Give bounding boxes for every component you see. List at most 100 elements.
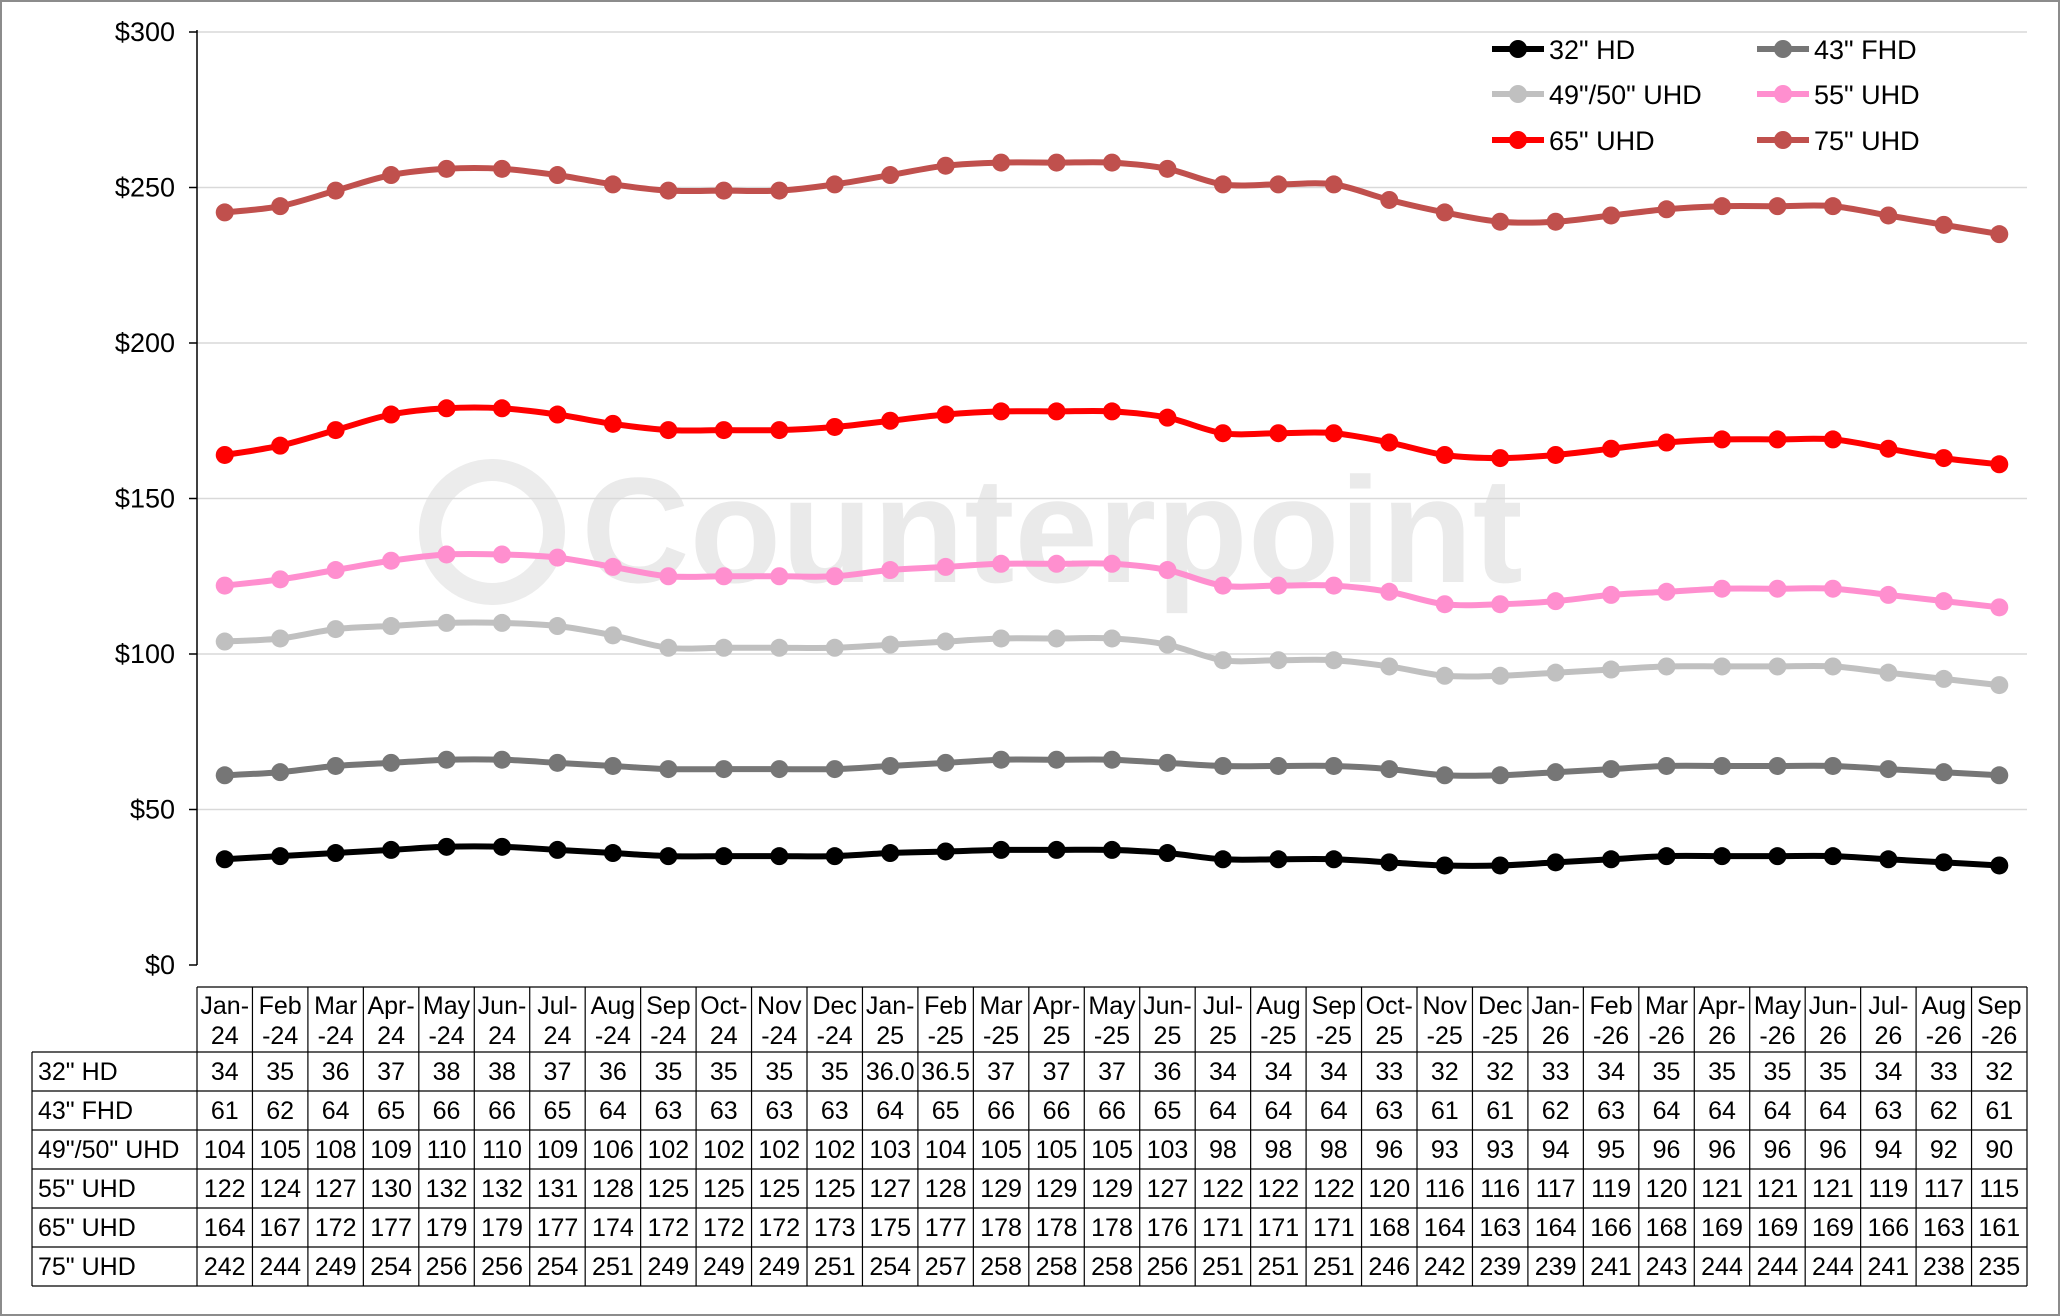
data-label: 169 (1757, 1214, 1799, 1242)
data-point (1380, 190, 1399, 209)
data-point (1103, 153, 1121, 172)
data-point (326, 181, 345, 200)
data-point (271, 197, 290, 216)
legend-label: 43" FHD (1814, 35, 1917, 65)
data-point (1657, 433, 1676, 452)
x-category-label: May-25 (1088, 992, 1136, 1050)
data-label: 130 (370, 1175, 412, 1203)
data-point (714, 421, 733, 440)
data-label: 129 (980, 1175, 1022, 1203)
data-label: 179 (426, 1214, 468, 1242)
data-label: 34 (211, 1058, 239, 1086)
data-label: 258 (1091, 1253, 1133, 1281)
data-point (382, 753, 401, 772)
data-point (1324, 576, 1343, 595)
data-label: 169 (1701, 1214, 1743, 1242)
data-point (1879, 760, 1898, 779)
data-point (1491, 766, 1510, 785)
data-point (437, 750, 456, 769)
data-label: 66 (488, 1097, 516, 1125)
x-category-line1: Apr- (1033, 992, 1080, 1020)
data-point (1491, 666, 1510, 685)
x-category-line1: Jun- (1809, 992, 1858, 1020)
data-point (548, 405, 567, 424)
data-point (825, 567, 844, 586)
x-category-line2: 24 (211, 1022, 239, 1050)
data-point (659, 847, 678, 866)
x-category-line2: 25 (1375, 1022, 1403, 1050)
data-point (326, 561, 345, 580)
data-label: 251 (1202, 1253, 1244, 1281)
data-label: 125 (648, 1175, 690, 1203)
legend-item-32-hd: 32" HD (1492, 35, 1635, 65)
data-label: 254 (370, 1253, 412, 1281)
data-point (881, 411, 900, 430)
x-category-line2: 26 (1542, 1022, 1570, 1050)
data-label: 243 (1646, 1253, 1688, 1281)
x-category-line2: -26 (1593, 1022, 1629, 1050)
data-point (1324, 850, 1343, 869)
x-category-line2: 24 (488, 1022, 516, 1050)
data-point (1158, 635, 1177, 654)
series-line (224, 159, 2000, 238)
x-category-label: Feb-24 (259, 992, 302, 1050)
data-label: 164 (1535, 1214, 1577, 1242)
data-label: 177 (925, 1214, 967, 1242)
data-point (1047, 402, 1066, 421)
data-point (437, 613, 456, 632)
data-point (936, 405, 955, 424)
data-label: 36.5 (921, 1058, 970, 1086)
data-point (1491, 212, 1510, 231)
data-label: 61 (1486, 1097, 1514, 1125)
data-label: 254 (537, 1253, 579, 1281)
data-label: 174 (592, 1214, 634, 1242)
data-label: 64 (599, 1097, 627, 1125)
data-label: 37 (987, 1058, 1015, 1086)
data-label: 117 (1924, 1175, 1964, 1203)
data-point (1768, 430, 1787, 449)
data-point (1324, 756, 1343, 775)
data-label: 256 (1147, 1253, 1189, 1281)
x-category-line2: -24 (761, 1022, 797, 1050)
data-label: 34 (1874, 1058, 1902, 1086)
x-category-line1: Feb (259, 992, 302, 1020)
data-label: 122 (1258, 1175, 1300, 1203)
table-row-header: 55" UHD (38, 1175, 136, 1203)
data-label: 35 (1819, 1058, 1847, 1086)
x-category-line1: Jul- (1203, 992, 1243, 1020)
data-point (936, 842, 955, 861)
data-label: 98 (1264, 1136, 1292, 1164)
x-category-line1: Nov (757, 992, 802, 1020)
data-label: 33 (1930, 1058, 1958, 1086)
legend-item-75-uhd: 75" UHD (1757, 126, 1920, 156)
x-category-line1: Jul- (537, 992, 577, 1020)
x-category-label: Sep-26 (1977, 992, 2021, 1050)
x-category-label: Aug-24 (591, 992, 635, 1050)
data-point (1657, 657, 1676, 676)
data-point (1713, 847, 1731, 866)
x-category-line2: 25 (1154, 1022, 1182, 1050)
data-label: 177 (370, 1214, 412, 1242)
x-category-label: Jun-24 (478, 992, 527, 1050)
data-label: 109 (370, 1136, 412, 1164)
data-label: 244 (259, 1253, 301, 1281)
x-category-label: Oct-24 (700, 992, 747, 1050)
x-category-label: Feb-25 (924, 992, 967, 1050)
x-category-line1: Jun- (478, 992, 527, 1020)
data-point (1879, 206, 1898, 225)
data-point (1324, 175, 1343, 194)
x-category-label: Apr-26 (1698, 992, 1745, 1050)
data-point (271, 763, 290, 782)
data-point (992, 750, 1011, 769)
x-category-label: Jan-24 (200, 992, 249, 1050)
data-point (1602, 439, 1621, 458)
series-49-50-uhd (215, 613, 2009, 695)
x-category-line1: May (1088, 992, 1136, 1020)
data-label: 241 (1868, 1253, 1910, 1281)
data-point (1602, 760, 1621, 779)
data-label: 172 (758, 1214, 800, 1242)
x-category-line2: -25 (1260, 1022, 1296, 1050)
x-category-label: Nov-25 (1422, 992, 1467, 1050)
data-label: 105 (980, 1136, 1022, 1164)
data-point (493, 399, 511, 418)
